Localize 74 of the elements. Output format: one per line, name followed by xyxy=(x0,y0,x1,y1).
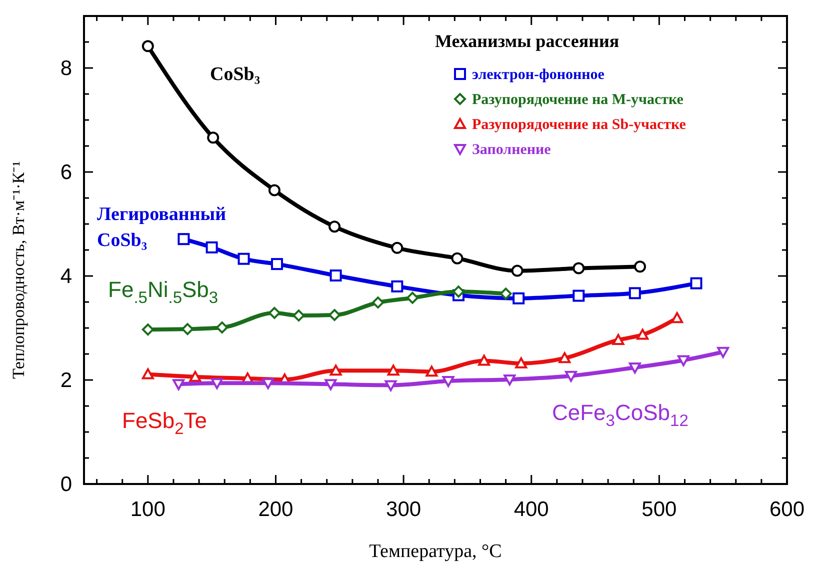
y-tick-label: 8 xyxy=(60,57,72,80)
x-tick-label: 200 xyxy=(258,498,294,521)
point xyxy=(628,287,641,300)
point xyxy=(178,233,190,246)
point xyxy=(328,220,341,233)
point xyxy=(142,40,154,52)
x-tick-label: 100 xyxy=(130,498,166,521)
point xyxy=(515,357,528,368)
legend-label: Заполнение xyxy=(472,142,552,158)
point xyxy=(262,378,274,390)
x-axis-title: Температура, °C xyxy=(369,541,502,562)
point xyxy=(671,312,684,324)
point xyxy=(172,379,185,390)
y-tick-label: 2 xyxy=(60,369,72,392)
point xyxy=(324,379,337,390)
annotation: Fe$_{.5}$Ni$_{.5}$Sb$_{3}$ xyxy=(108,277,218,307)
point xyxy=(268,184,280,196)
x-tick-label: 300 xyxy=(386,498,422,521)
x-tick-label: 500 xyxy=(642,498,677,521)
point xyxy=(572,262,585,274)
y-tick-label: 6 xyxy=(60,161,72,184)
legend-label: электрон-фононное xyxy=(472,67,605,83)
point xyxy=(210,378,223,390)
point xyxy=(612,334,624,345)
point xyxy=(690,277,702,290)
x-tick-label: 400 xyxy=(514,498,549,521)
point xyxy=(384,380,397,392)
annotation: CoSb₃ xyxy=(210,64,260,85)
point xyxy=(512,292,525,304)
point xyxy=(442,376,454,388)
point xyxy=(391,242,404,254)
point xyxy=(406,292,418,304)
point xyxy=(451,252,464,264)
y-tick-label: 4 xyxy=(60,265,72,288)
point xyxy=(330,269,342,282)
point xyxy=(452,286,465,298)
point xyxy=(142,324,154,336)
point xyxy=(572,290,585,302)
point xyxy=(677,355,690,366)
point xyxy=(207,132,220,144)
point xyxy=(391,280,404,292)
y-axis-title: Теплопроводность, Вт·м⁻¹·К⁻¹ xyxy=(9,161,28,379)
legend-title: Механизмы рассеяния xyxy=(435,31,620,51)
point xyxy=(504,374,516,386)
point xyxy=(564,370,577,382)
annotation: Легированный CoSb₃ xyxy=(97,204,226,251)
point xyxy=(511,264,524,277)
point xyxy=(372,296,384,309)
x-tick-label: 600 xyxy=(769,498,805,521)
annotation: CeFe$_{3}$CoSb$_{12}$ xyxy=(552,400,688,430)
point xyxy=(387,364,400,376)
point xyxy=(292,310,305,322)
point xyxy=(142,368,154,380)
point xyxy=(206,241,218,254)
point xyxy=(426,366,438,377)
point xyxy=(330,364,342,376)
point xyxy=(238,252,250,265)
point xyxy=(634,260,646,273)
point xyxy=(558,352,571,364)
point xyxy=(628,362,641,374)
legend-label: Разупорядочение на М-участке xyxy=(472,92,684,108)
point xyxy=(328,309,341,321)
point xyxy=(478,354,490,366)
point xyxy=(216,321,228,334)
y-tick-label: 0 xyxy=(60,473,72,496)
point xyxy=(636,328,649,340)
point xyxy=(500,288,512,300)
legend-label: Разупорядочение на Sb-участке xyxy=(472,117,686,133)
point xyxy=(182,323,194,336)
point xyxy=(271,258,284,270)
point xyxy=(189,370,202,382)
annotation: FeSb$_{2}$Te xyxy=(122,408,208,438)
point xyxy=(717,346,730,358)
point xyxy=(268,306,280,319)
